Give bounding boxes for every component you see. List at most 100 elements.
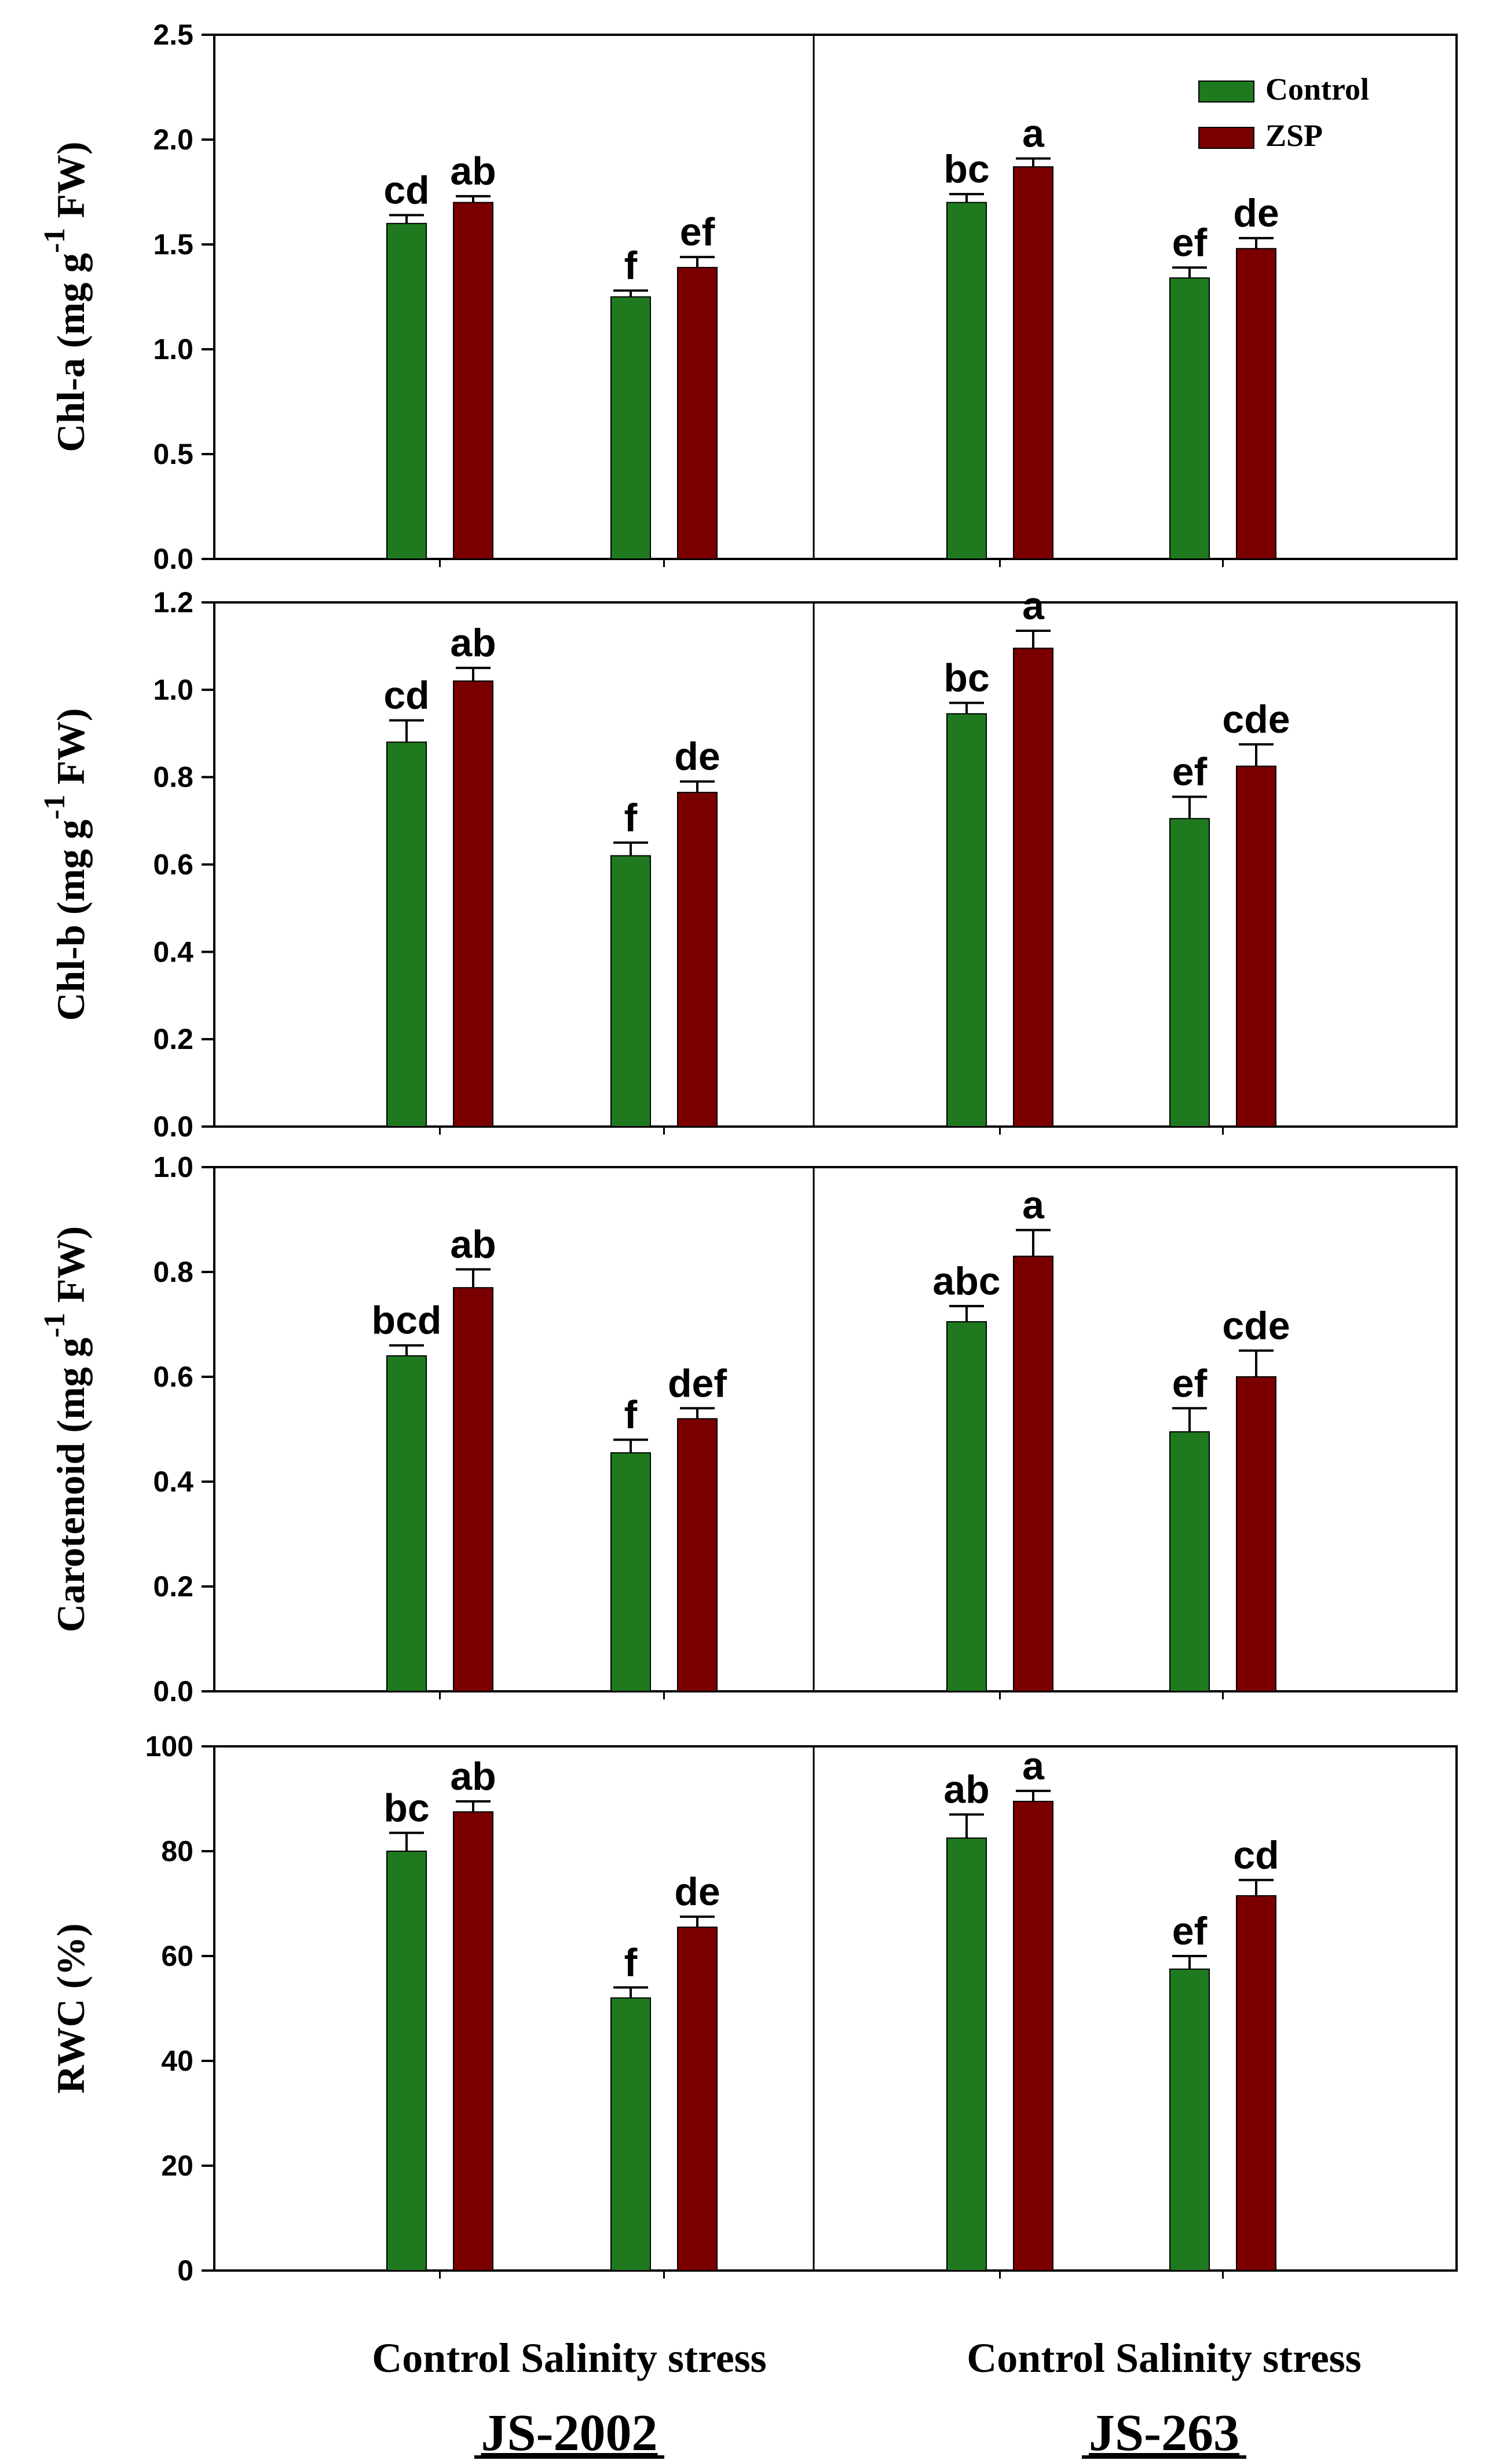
significance-label: bc bbox=[383, 1786, 429, 1830]
significance-label: ef bbox=[1172, 1909, 1208, 1953]
y-tick-label: 80 bbox=[161, 1835, 193, 1867]
bar-JS-2002-Control-Control bbox=[386, 1851, 427, 2271]
y-axis-label-part: FW) bbox=[49, 1226, 93, 1313]
y-tick-label: 1.2 bbox=[153, 586, 193, 619]
y-tick-label: 20 bbox=[161, 2149, 193, 2182]
bar-JS-2002-Salinity-stress-ZSP bbox=[677, 266, 718, 560]
y-axis-label-exponent: -1 bbox=[38, 795, 71, 820]
bar-JS-263-Salinity-stress-Control bbox=[1169, 277, 1210, 560]
significance-label: f bbox=[624, 1940, 638, 1984]
bar-JS-2002-Control-ZSP bbox=[453, 202, 493, 560]
y-axis-label-exponent: -1 bbox=[38, 1313, 71, 1337]
bar-JS-2002-Control-ZSP bbox=[453, 1287, 493, 1692]
significance-label: abc bbox=[932, 1259, 1000, 1303]
bar-JS-263-Salinity-stress-ZSP bbox=[1236, 248, 1276, 560]
y-tick-label: 0.0 bbox=[153, 1110, 193, 1143]
significance-label: cd bbox=[383, 674, 429, 718]
bar-JS-2002-Salinity-stress-Control bbox=[610, 1452, 651, 1692]
significance-label: ab bbox=[450, 149, 496, 193]
significance-label: a bbox=[1022, 584, 1045, 628]
panel-frame bbox=[213, 1166, 1458, 1692]
significance-label: ef bbox=[680, 210, 715, 254]
y-axis-label: Chl-b (mg g-1 FW) bbox=[38, 708, 93, 1021]
bar-JS-2002-Control-Control bbox=[386, 1355, 427, 1692]
bar-JS-263-Control-ZSP bbox=[1013, 1801, 1053, 2271]
significance-label: a bbox=[1022, 1744, 1045, 1788]
y-axis-label-part: Chl-b (mg g bbox=[49, 820, 93, 1021]
legend-swatch-Control bbox=[1198, 81, 1254, 103]
y-tick-label: 0.2 bbox=[153, 1023, 193, 1055]
bar-JS-263-Control-ZSP bbox=[1013, 166, 1053, 560]
significance-label: f bbox=[624, 1393, 638, 1437]
bar-JS-2002-Control-ZSP bbox=[453, 1811, 493, 2271]
y-tick-label: 60 bbox=[161, 1940, 193, 1972]
significance-label: f bbox=[624, 796, 638, 840]
y-axis-label: RWC (%) bbox=[49, 1923, 93, 2093]
bar-JS-263-Salinity-stress-Control bbox=[1169, 818, 1210, 1127]
panel-frame bbox=[213, 34, 1458, 560]
bar-JS-263-Salinity-stress-ZSP bbox=[1236, 765, 1276, 1127]
significance-label: ab bbox=[450, 1754, 496, 1798]
legend-swatch-ZSP bbox=[1198, 127, 1254, 149]
y-tick-label: 0 bbox=[177, 2254, 193, 2287]
significance-label: cd bbox=[383, 168, 429, 212]
y-axis-label-part: RWC (%) bbox=[49, 1923, 93, 2093]
bar-JS-263-Control-Control bbox=[946, 713, 987, 1127]
y-tick-label: 0.0 bbox=[153, 1675, 193, 1708]
bar-JS-263-Control-Control bbox=[946, 1321, 987, 1692]
significance-label: ef bbox=[1172, 1361, 1208, 1405]
bar-JS-2002-Salinity-stress-Control bbox=[610, 296, 651, 560]
legend-label-Control: Control bbox=[1265, 72, 1369, 107]
significance-label: ef bbox=[1172, 221, 1208, 265]
significance-label: ab bbox=[943, 1768, 989, 1812]
bar-JS-263-Control-ZSP bbox=[1013, 1255, 1053, 1692]
significance-label: a bbox=[1022, 1183, 1045, 1227]
significance-label: ef bbox=[1172, 750, 1208, 794]
significance-label: de bbox=[674, 734, 720, 778]
bar-JS-263-Salinity-stress-ZSP bbox=[1236, 1376, 1276, 1692]
significance-label: cde bbox=[1222, 697, 1290, 741]
bar-JS-2002-Control-Control bbox=[386, 222, 427, 560]
significance-label: def bbox=[668, 1361, 727, 1405]
x-axis-labels: Control Salinity stress Control Salinity … bbox=[372, 2335, 1361, 2462]
panel-2: 0.0 0.2 0.4 0.6 0.8 1.0 1.2 Chl-b (mg g-1 FW) cd… bbox=[38, 584, 1458, 1143]
bar-JS-2002-Salinity-stress-ZSP bbox=[677, 792, 718, 1127]
panel-1: 0.0 0.5 1.0 1.5 2.0 2.5 Chl-a (mg g-1 FW) cd ab f… bbox=[38, 19, 1458, 575]
bar-JS-2002-Salinity-stress-Control bbox=[610, 1997, 651, 2271]
y-tick-label: 100 bbox=[145, 1730, 193, 1763]
y-axis-label-part: Carotenoid (mg g bbox=[49, 1337, 93, 1632]
y-tick-label: 0.6 bbox=[153, 849, 193, 881]
significance-label: bc bbox=[943, 147, 989, 191]
y-tick-label: 1.0 bbox=[153, 674, 193, 706]
y-axis-label-part: FW) bbox=[49, 708, 93, 794]
bar-JS-263-Salinity-stress-Control bbox=[1169, 1968, 1210, 2271]
genotype-label: JS-2002 bbox=[481, 2404, 657, 2461]
legend: Control ZSP bbox=[1198, 72, 1369, 153]
significance-label: ab bbox=[450, 621, 496, 665]
y-tick-label: 0.2 bbox=[153, 1570, 193, 1603]
legend-label-ZSP: ZSP bbox=[1265, 118, 1323, 153]
y-tick-label: 40 bbox=[161, 2045, 193, 2077]
y-tick-label: 0.4 bbox=[153, 935, 193, 968]
significance-label: bcd bbox=[372, 1299, 442, 1343]
significance-label: bc bbox=[943, 656, 989, 700]
y-tick-label: 0.4 bbox=[153, 1465, 193, 1498]
bar-JS-263-Control-Control bbox=[946, 202, 987, 560]
bar-JS-2002-Salinity-stress-ZSP bbox=[677, 1926, 718, 2272]
bar-JS-263-Control-Control bbox=[946, 1837, 987, 2271]
bar-JS-263-Salinity-stress-Control bbox=[1169, 1431, 1210, 1692]
y-axis-label-exponent: -1 bbox=[38, 228, 71, 253]
y-axis-label: Chl-a (mg g-1 FW) bbox=[38, 141, 93, 452]
bar-JS-263-Control-ZSP bbox=[1013, 648, 1053, 1127]
x-group-label: Control Salinity stress bbox=[372, 2335, 766, 2381]
significance-label: de bbox=[1233, 191, 1279, 235]
y-tick-label: 0.5 bbox=[153, 438, 193, 470]
bar-JS-2002-Salinity-stress-Control bbox=[610, 855, 651, 1127]
y-tick-label: 2.5 bbox=[153, 19, 193, 51]
significance-label: f bbox=[624, 244, 638, 288]
bar-JS-2002-Salinity-stress-ZSP bbox=[677, 1418, 718, 1692]
significance-label: cde bbox=[1222, 1304, 1290, 1348]
